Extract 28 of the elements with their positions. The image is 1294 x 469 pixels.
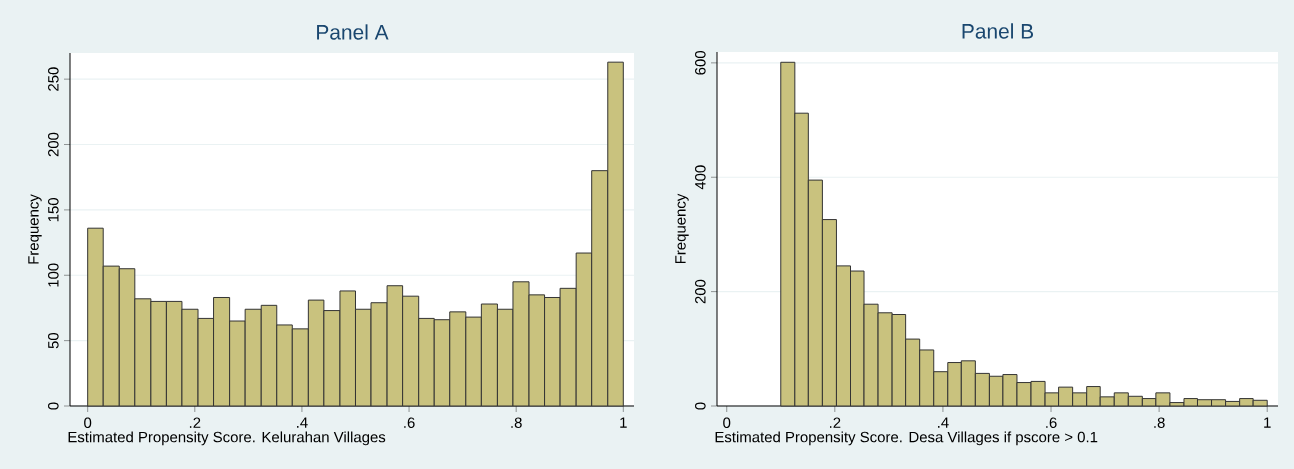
y-tick-label: 0 xyxy=(48,402,59,410)
x-tick-label: .8 xyxy=(1154,417,1165,428)
x-axis-title: Estimated Propensity Score. Desa Villages if pscore > 0.1 xyxy=(715,431,1098,446)
y-tick-label: 200 xyxy=(48,132,59,157)
y-tick-label: 100 xyxy=(48,263,59,287)
y-tick-label: 0 xyxy=(695,402,706,410)
chart-title: Panel B xyxy=(962,23,1034,39)
y-tick-label: 600 xyxy=(695,50,706,75)
y-tick-label: 200 xyxy=(695,279,706,304)
x-tick-label: .6 xyxy=(1046,417,1057,428)
x-tick-label: .4 xyxy=(297,417,308,428)
x-axis-title: Estimated Propensity Score. Kelurahan Villages xyxy=(68,431,386,446)
chart-title: Panel A xyxy=(317,24,389,40)
y-axis-title: Frequency xyxy=(675,193,689,264)
x-tick-label: 0 xyxy=(723,417,731,428)
x-tick-label: .2 xyxy=(829,417,841,428)
y-tick-label: 50 xyxy=(48,332,59,349)
x-tick-label: 0 xyxy=(84,417,92,428)
x-tick-label: .2 xyxy=(189,417,201,428)
x-tick-label: 1 xyxy=(1264,417,1271,428)
y-tick-label: 400 xyxy=(695,165,706,190)
y-tick-label: 150 xyxy=(48,198,59,222)
x-tick-label: 1 xyxy=(620,417,627,428)
x-tick-label: .4 xyxy=(938,417,949,428)
y-axis-title: Frequency xyxy=(28,194,42,264)
x-tick-label: .8 xyxy=(511,417,522,428)
x-tick-label: .6 xyxy=(404,417,415,428)
y-tick-label: 250 xyxy=(48,67,59,91)
